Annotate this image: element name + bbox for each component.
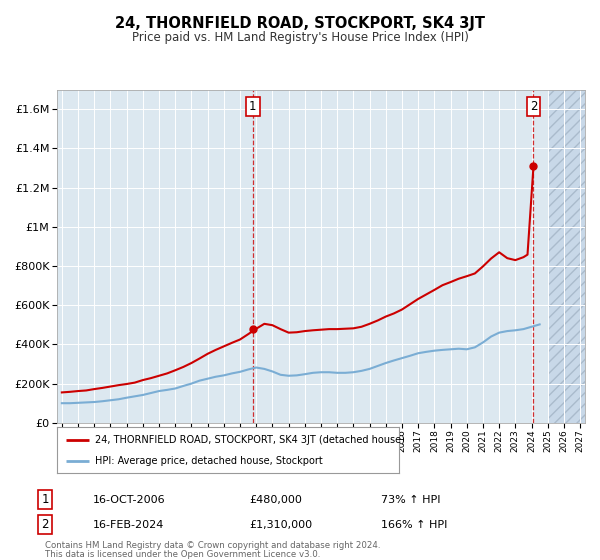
Text: 16-OCT-2006: 16-OCT-2006 bbox=[93, 494, 166, 505]
Text: 16-FEB-2024: 16-FEB-2024 bbox=[93, 520, 164, 530]
Text: 1: 1 bbox=[41, 493, 49, 506]
Text: 73% ↑ HPI: 73% ↑ HPI bbox=[381, 494, 440, 505]
Text: £480,000: £480,000 bbox=[249, 494, 302, 505]
Bar bbox=[548, 90, 588, 423]
Text: Contains HM Land Registry data © Crown copyright and database right 2024.: Contains HM Land Registry data © Crown c… bbox=[45, 541, 380, 550]
Text: 1: 1 bbox=[249, 100, 257, 113]
Text: 166% ↑ HPI: 166% ↑ HPI bbox=[381, 520, 448, 530]
Text: 2: 2 bbox=[41, 518, 49, 531]
Text: 24, THORNFIELD ROAD, STOCKPORT, SK4 3JT: 24, THORNFIELD ROAD, STOCKPORT, SK4 3JT bbox=[115, 16, 485, 31]
Text: Price paid vs. HM Land Registry's House Price Index (HPI): Price paid vs. HM Land Registry's House … bbox=[131, 31, 469, 44]
Text: 24, THORNFIELD ROAD, STOCKPORT, SK4 3JT (detached house): 24, THORNFIELD ROAD, STOCKPORT, SK4 3JT … bbox=[95, 435, 404, 445]
Text: HPI: Average price, detached house, Stockport: HPI: Average price, detached house, Stoc… bbox=[95, 456, 322, 466]
Text: 2: 2 bbox=[530, 100, 537, 113]
Text: This data is licensed under the Open Government Licence v3.0.: This data is licensed under the Open Gov… bbox=[45, 550, 320, 559]
Text: £1,310,000: £1,310,000 bbox=[249, 520, 312, 530]
